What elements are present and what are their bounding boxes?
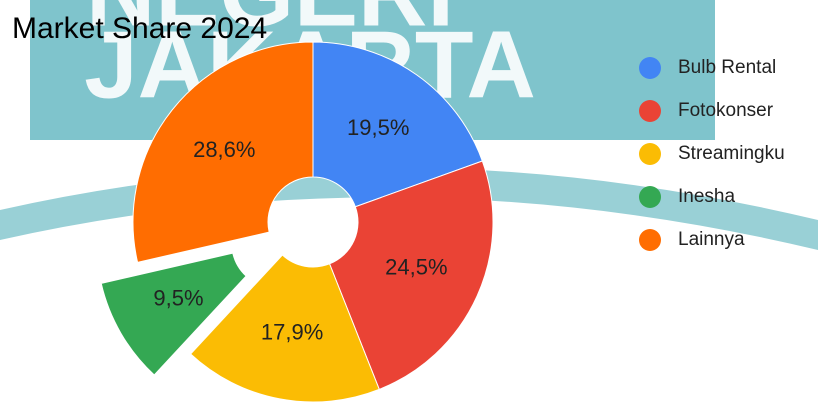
legend-label: Lainnya: [678, 229, 745, 250]
legend-label: Bulb Rental: [678, 57, 776, 78]
data-label: 9,5%: [153, 286, 203, 311]
pie-slice: [100, 252, 247, 376]
legend-swatch: [639, 100, 661, 122]
pie-slice: [328, 160, 494, 391]
data-label: 19,5%: [347, 115, 409, 140]
legend-label: Inesha: [678, 186, 735, 207]
chart-title: Market Share 2024: [12, 12, 267, 45]
data-label: 17,9%: [261, 319, 323, 344]
legend-label: Streamingku: [678, 143, 785, 164]
legend-swatch: [639, 229, 661, 251]
legend-label: Fotokonser: [678, 100, 774, 121]
pie-slice: [132, 41, 314, 263]
legend-swatch: [639, 186, 661, 208]
legend-swatch: [639, 57, 661, 79]
pie-slice: [312, 41, 483, 208]
data-label: 28,6%: [193, 137, 255, 162]
pie-slice: [189, 254, 380, 403]
watermark-text: NEGERI: [86, 0, 454, 46]
data-label: 24,5%: [385, 254, 447, 279]
legend-swatch: [639, 143, 661, 165]
